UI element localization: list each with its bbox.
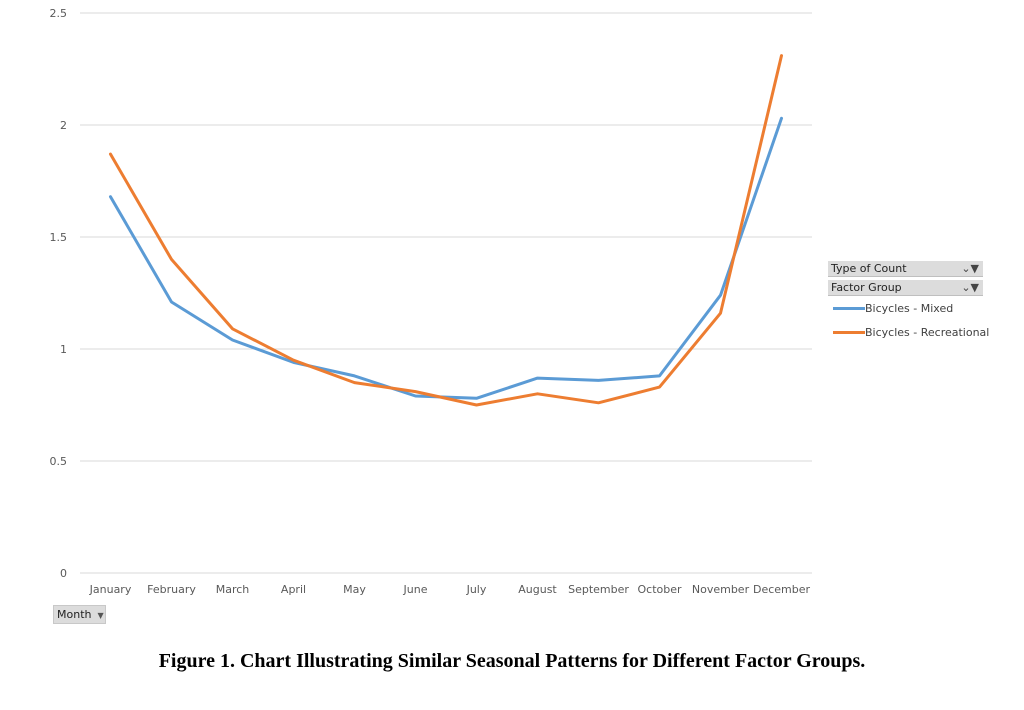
legend-swatch-mixed bbox=[833, 306, 865, 310]
legend-swatch-recreational bbox=[833, 330, 865, 334]
legend-field-label: Factor Group bbox=[831, 281, 902, 294]
x-tick-label: December bbox=[753, 583, 811, 596]
series-line-mixed bbox=[109, 116, 783, 400]
month-field-button[interactable]: Month ▼ bbox=[53, 605, 106, 624]
figure-caption: Figure 1. Chart Illustrating Similar Sea… bbox=[158, 650, 866, 672]
y-tick-label: 2 bbox=[60, 119, 67, 132]
x-tick-label: September bbox=[568, 583, 629, 596]
y-tick-label: 1.5 bbox=[50, 231, 68, 244]
x-tick-label: March bbox=[216, 583, 250, 596]
filter-icon[interactable]: ⌄▼ bbox=[961, 281, 979, 294]
line-chart: 0 0.5 1 1.5 2 2.5 January February March April Ma… bbox=[50, 7, 812, 596]
y-tick-label: 0 bbox=[60, 567, 67, 580]
legend-label: Bicycles - Recreational bbox=[865, 326, 990, 339]
y-tick-label: 0.5 bbox=[50, 455, 68, 468]
x-tick-label: May bbox=[343, 583, 366, 596]
legend-entry-mixed: Bicycles - Mixed bbox=[833, 302, 953, 316]
y-tick-label: 2.5 bbox=[50, 7, 68, 20]
x-tick-label: July bbox=[466, 583, 487, 596]
series-line-recreational bbox=[109, 54, 783, 407]
legend-field-label: Type of Count bbox=[831, 262, 907, 275]
filter-icon[interactable]: ⌄▼ bbox=[961, 262, 979, 275]
y-tick-label: 1 bbox=[60, 343, 67, 356]
x-tick-label: January bbox=[89, 583, 132, 596]
x-tick-label: November bbox=[692, 583, 750, 596]
x-tick-label: June bbox=[403, 583, 428, 596]
gridlines bbox=[80, 12, 812, 574]
y-axis-ticks: 0 0.5 1 1.5 2 2.5 bbox=[50, 7, 68, 580]
x-tick-label: April bbox=[281, 583, 306, 596]
legend-field-factor-group[interactable]: Factor Group ⌄▼ bbox=[828, 280, 983, 296]
legend-field-type-of-count[interactable]: Type of Count ⌄▼ bbox=[828, 261, 983, 277]
legend-label: Bicycles - Mixed bbox=[865, 302, 954, 315]
chevron-down-icon: ▼ bbox=[97, 611, 104, 620]
legend-entry-recreational: Bicycles - Recreational bbox=[833, 326, 989, 340]
x-tick-label: February bbox=[147, 583, 196, 596]
x-tick-label: October bbox=[637, 583, 681, 596]
x-tick-label: August bbox=[518, 583, 557, 596]
series-lines bbox=[109, 54, 783, 407]
month-field-label: Month bbox=[57, 608, 92, 621]
x-axis-ticks: January February March April May June July Augu… bbox=[89, 583, 811, 596]
